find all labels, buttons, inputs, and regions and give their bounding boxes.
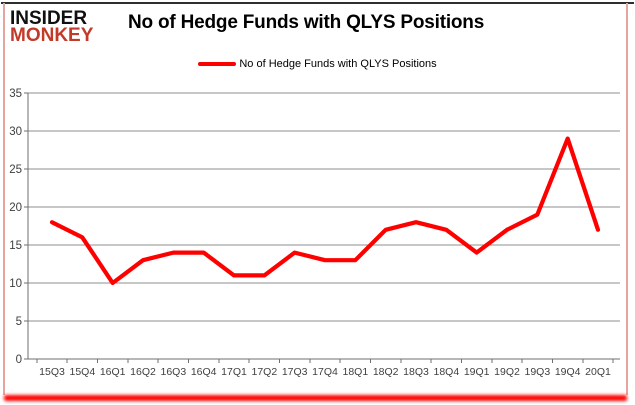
insider-monkey-logo: INSIDER MONKEY — [10, 8, 94, 46]
x-axis-label: 17Q4 — [312, 366, 338, 378]
y-axis-label: 35 — [9, 88, 22, 100]
data-line-no-of-hedge-funds-with-qlys-positions — [49, 136, 601, 286]
y-axis-label: 20 — [9, 202, 22, 214]
frame-bottom-glow — [4, 395, 627, 401]
x-axis-label: 19Q4 — [555, 366, 581, 378]
x-axis-label: 16Q1 — [100, 366, 126, 378]
y-axis-label: 5 — [16, 316, 22, 328]
x-axis-label: 15Q4 — [69, 366, 95, 378]
y-axis-label: 10 — [9, 278, 22, 290]
frame-left-border — [3, 3, 5, 395]
x-axis-label: 17Q2 — [251, 366, 277, 378]
x-axis-label: 18Q4 — [433, 366, 459, 378]
x-axis-label: 17Q3 — [282, 366, 308, 378]
x-axis-label: 19Q1 — [464, 366, 490, 378]
y-axis-label: 15 — [9, 240, 22, 252]
x-axis-label: 18Q2 — [373, 366, 399, 378]
x-axis-label: 15Q3 — [39, 366, 65, 378]
x-axis-label: 20Q1 — [585, 366, 611, 378]
legend-line-swatch — [198, 61, 237, 67]
y-axis-label: 30 — [9, 126, 22, 138]
x-axis-label: 16Q4 — [191, 366, 217, 378]
legend-label: No of Hedge Funds with QLYS Positions — [239, 58, 437, 70]
legend: No of Hedge Funds with QLYS Positions — [0, 58, 635, 70]
x-axis-label: 19Q3 — [524, 366, 550, 378]
x-axis-label: 19Q2 — [494, 366, 520, 378]
frame-right-border — [626, 3, 628, 395]
x-axis-label: 16Q3 — [160, 366, 186, 378]
logo-line-insider: INSIDER — [10, 8, 88, 29]
y-axis-label: 0 — [16, 354, 22, 366]
x-axis-label: 17Q1 — [221, 366, 247, 378]
x-axis-label: 18Q3 — [403, 366, 429, 378]
x-axis-label: 16Q2 — [130, 366, 156, 378]
frame-top-border — [1, 2, 634, 4]
y-axis-label: 25 — [9, 164, 22, 176]
x-axis-label: 18Q1 — [342, 366, 368, 378]
logo-line-monkey: MONKEY — [10, 24, 94, 46]
chart-title: No of Hedge Funds with QLYS Positions — [128, 12, 485, 33]
